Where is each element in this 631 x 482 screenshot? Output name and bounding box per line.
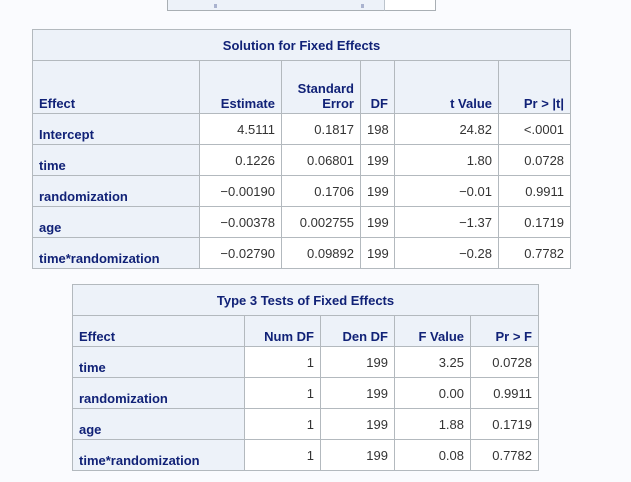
data-cell: 0.1706 bbox=[281, 175, 361, 207]
data-cell: 1 bbox=[244, 439, 321, 471]
data-cell: 0.1817 bbox=[281, 113, 361, 145]
column-header: Pr > |t| bbox=[497, 60, 572, 114]
data-cell: 0.9911 bbox=[470, 377, 539, 409]
truncated-table-fragment bbox=[167, 0, 436, 11]
data-cell: 0.08 bbox=[394, 439, 471, 471]
data-cell: 1 bbox=[244, 377, 321, 409]
data-cell: 0.9911 bbox=[497, 175, 572, 207]
column-header: F Value bbox=[394, 315, 471, 347]
table-title-row: Solution for Fixed Effects bbox=[31, 29, 572, 61]
column-header: Effect bbox=[72, 315, 245, 347]
data-cell: 0.09892 bbox=[281, 237, 361, 269]
table-title: Solution for Fixed Effects bbox=[31, 29, 572, 61]
data-cell: 199 bbox=[320, 408, 395, 440]
truncated-header-cell bbox=[167, 0, 385, 11]
row-header: age bbox=[32, 206, 200, 238]
data-cell: 199 bbox=[320, 346, 395, 378]
data-cell: 198 bbox=[360, 113, 395, 145]
data-cell: 0.06801 bbox=[281, 144, 361, 176]
data-cell: −0.28 bbox=[394, 237, 499, 269]
data-cell: 199 bbox=[320, 377, 395, 409]
table-row: time 0.1226 0.06801 199 1.80 0.0728 bbox=[32, 144, 572, 176]
data-cell: 0.0728 bbox=[470, 346, 539, 378]
table-row: randomization 1 199 0.00 0.9911 bbox=[72, 377, 539, 409]
solution-for-fixed-effects-table: Solution for Fixed Effects Effect Estimate… bbox=[31, 29, 572, 269]
data-cell: <.0001 bbox=[497, 113, 572, 145]
data-cell: −0.01 bbox=[394, 175, 499, 207]
data-cell: 199 bbox=[360, 237, 395, 269]
data-cell: 24.82 bbox=[394, 113, 499, 145]
column-header: Effect bbox=[32, 60, 200, 114]
column-header: Den DF bbox=[320, 315, 395, 347]
data-cell: 0.1719 bbox=[497, 206, 572, 238]
table-row: time*randomization 1 199 0.08 0.7782 bbox=[72, 439, 539, 471]
table-row: age −0.00378 0.002755 199 −1.37 0.1719 bbox=[32, 206, 572, 238]
data-cell: −1.37 bbox=[394, 206, 499, 238]
table-title-row: Type 3 Tests of Fixed Effects bbox=[72, 284, 539, 316]
data-cell: 0.7782 bbox=[497, 237, 572, 269]
column-header: t Value bbox=[394, 60, 499, 114]
data-cell: 199 bbox=[360, 206, 395, 238]
table-row: randomization −0.00190 0.1706 199 −0.01 0.991… bbox=[32, 175, 572, 207]
table-row: Intercept 4.5111 0.1817 198 24.82 <.0001 bbox=[32, 113, 572, 145]
data-cell: 3.25 bbox=[394, 346, 471, 378]
column-header-row: Effect Num DF Den DF F Value Pr > F bbox=[72, 315, 539, 347]
column-header: DF bbox=[360, 60, 395, 114]
text-remnant bbox=[214, 4, 217, 8]
data-cell: 4.5111 bbox=[199, 113, 282, 145]
data-cell: 0.7782 bbox=[470, 439, 539, 471]
data-cell: −0.00378 bbox=[199, 206, 282, 238]
column-header: Num DF bbox=[244, 315, 321, 347]
data-cell: 0.00 bbox=[394, 377, 471, 409]
column-header-row: Effect Estimate Standard Error DF t Value Pr … bbox=[32, 60, 572, 114]
column-header: Standard Error bbox=[281, 60, 361, 114]
column-header: Estimate bbox=[199, 60, 282, 114]
data-cell: 199 bbox=[360, 144, 395, 176]
data-cell: 1 bbox=[244, 346, 321, 378]
row-header: Intercept bbox=[32, 113, 200, 145]
data-cell: 0.0728 bbox=[497, 144, 572, 176]
table-row: age 1 199 1.88 0.1719 bbox=[72, 408, 539, 440]
table-row: time*randomization −0.02790 0.09892 199 −0.2… bbox=[32, 237, 572, 269]
row-header: age bbox=[72, 408, 245, 440]
data-cell: −0.00190 bbox=[199, 175, 282, 207]
row-header: time*randomization bbox=[32, 237, 200, 269]
table-row: time 1 199 3.25 0.0728 bbox=[72, 346, 539, 378]
data-cell: −0.02790 bbox=[199, 237, 282, 269]
column-header: Pr > F bbox=[470, 315, 539, 347]
type3-tests-table: Type 3 Tests of Fixed Effects Effect Num D… bbox=[72, 284, 539, 471]
data-cell: 1.88 bbox=[394, 408, 471, 440]
data-cell: 199 bbox=[360, 175, 395, 207]
row-header: randomization bbox=[72, 377, 245, 409]
row-header: time bbox=[72, 346, 245, 378]
data-cell: 199 bbox=[320, 439, 395, 471]
row-header: randomization bbox=[32, 175, 200, 207]
data-cell: 1.80 bbox=[394, 144, 499, 176]
data-cell: 0.1226 bbox=[199, 144, 282, 176]
data-cell: 0.002755 bbox=[281, 206, 361, 238]
table-title: Type 3 Tests of Fixed Effects bbox=[72, 284, 539, 316]
data-cell: 0.1719 bbox=[470, 408, 539, 440]
data-cell: 1 bbox=[244, 408, 321, 440]
text-remnant bbox=[361, 4, 364, 8]
row-header: time bbox=[32, 144, 200, 176]
row-header: time*randomization bbox=[72, 439, 245, 471]
truncated-data-cell bbox=[385, 0, 436, 11]
